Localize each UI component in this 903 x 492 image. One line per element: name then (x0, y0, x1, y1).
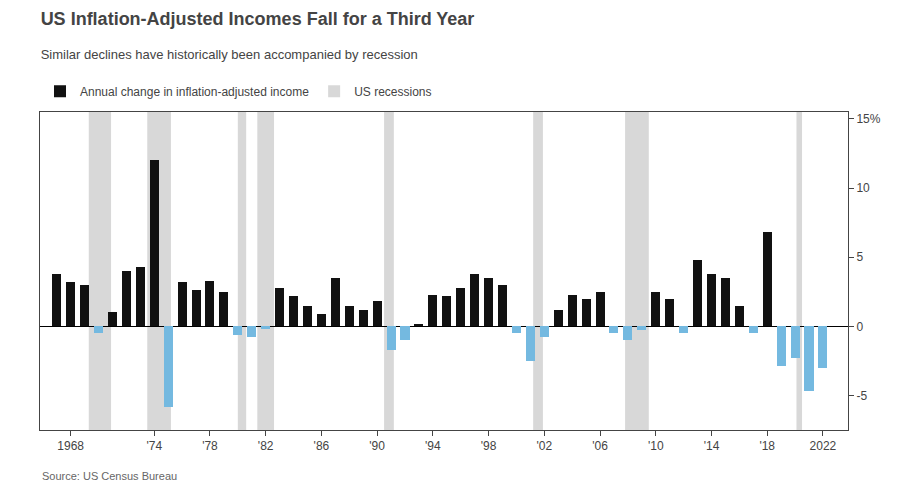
svg-text:'82: '82 (258, 439, 274, 453)
svg-text:US recessions: US recessions (354, 85, 431, 99)
svg-text:'98: '98 (481, 439, 497, 453)
svg-text:-5: -5 (856, 389, 867, 403)
svg-text:5: 5 (856, 250, 863, 264)
svg-text:0: 0 (856, 320, 863, 334)
svg-text:10: 10 (856, 181, 870, 195)
svg-text:'94: '94 (425, 439, 441, 453)
svg-text:'18: '18 (759, 439, 775, 453)
svg-text:'78: '78 (202, 439, 218, 453)
svg-text:Source: US Census Bureau: Source: US Census Bureau (42, 470, 177, 482)
svg-text:1968: 1968 (57, 439, 84, 453)
svg-text:15%: 15% (856, 112, 880, 126)
svg-text:'90: '90 (369, 439, 385, 453)
svg-text:Similar declines have historic: Similar declines have historically been … (41, 47, 418, 62)
svg-text:'10: '10 (648, 439, 664, 453)
svg-text:'02: '02 (536, 439, 552, 453)
svg-text:'14: '14 (704, 439, 720, 453)
svg-text:2022: 2022 (810, 439, 837, 453)
svg-text:'74: '74 (146, 439, 162, 453)
svg-text:US Inflation-Adjusted Incomes: US Inflation-Adjusted Incomes Fall for a… (41, 9, 475, 29)
svg-text:Annual change in inflation-adj: Annual change in inflation-adjusted inco… (80, 85, 309, 99)
svg-text:'06: '06 (592, 439, 608, 453)
svg-text:'86: '86 (314, 439, 330, 453)
